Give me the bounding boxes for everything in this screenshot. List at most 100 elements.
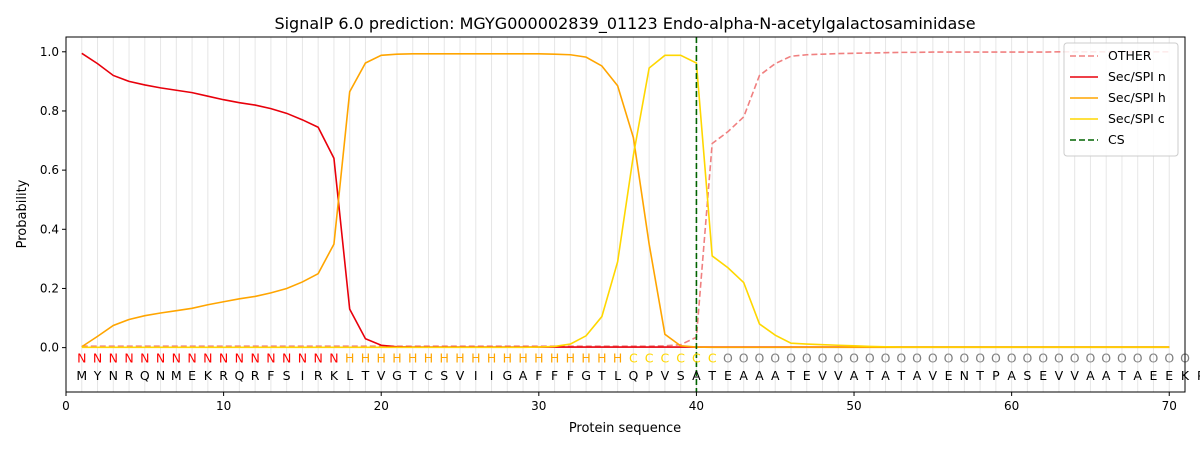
residue-label: F — [567, 368, 574, 383]
region-label: N — [93, 350, 102, 365]
residue-label: M — [171, 368, 182, 383]
residue-label: P — [1197, 368, 1200, 383]
residue-label: F — [267, 368, 274, 383]
y-tick-label: 0.2 — [40, 281, 59, 295]
region-label: N — [282, 350, 291, 365]
region-label: O — [881, 350, 891, 365]
region-label: O — [959, 350, 969, 365]
residue-label: M — [76, 368, 87, 383]
residue-label: A — [913, 368, 922, 383]
region-label: O — [818, 350, 828, 365]
region-label: H — [503, 350, 512, 365]
residue-label: Q — [628, 368, 638, 383]
x-tick-label: 20 — [374, 399, 389, 413]
y-tick-label: 0.8 — [40, 104, 59, 118]
region-label: H — [392, 350, 401, 365]
residue-label: V — [1070, 368, 1079, 383]
region-label: N — [156, 350, 165, 365]
legend-label: Sec/SPI c — [1108, 111, 1165, 126]
legend-label: OTHER — [1108, 48, 1152, 63]
region-label: N — [124, 350, 133, 365]
sequence-annotation: NMNYNNNRNQNNNMNENKNRNQNRNFNSNINRNKHLHTHV… — [76, 350, 1200, 383]
residue-label: P — [645, 368, 653, 383]
residue-label: E — [945, 368, 953, 383]
residue-label: R — [219, 368, 228, 383]
residue-label: A — [771, 368, 780, 383]
region-label: N — [187, 350, 196, 365]
region-label: O — [849, 350, 859, 365]
y-tick-label: 1.0 — [40, 45, 59, 59]
x-tick-label: 70 — [1162, 399, 1177, 413]
region-label: H — [534, 350, 543, 365]
residue-label: S — [677, 368, 685, 383]
region-label: H — [566, 350, 575, 365]
residue-label: V — [929, 368, 938, 383]
region-label: C — [645, 350, 654, 365]
y-tick-label: 0.4 — [40, 222, 59, 236]
residue-label: E — [724, 368, 732, 383]
legend-box — [1063, 42, 1179, 157]
residue-label: T — [786, 368, 795, 383]
y-tick-label: 0.6 — [40, 163, 59, 177]
residue-label: T — [865, 368, 874, 383]
residue-label: R — [314, 368, 323, 383]
residue-label: A — [519, 368, 528, 383]
residue-label: Q — [140, 368, 150, 383]
residue-label: K — [330, 368, 339, 383]
x-tick-label: 30 — [531, 399, 546, 413]
plot-frame — [65, 36, 1186, 393]
region-label: H — [377, 350, 386, 365]
residue-label: R — [251, 368, 260, 383]
region-label: N — [250, 350, 259, 365]
region-label: O — [865, 350, 875, 365]
residue-label: V — [377, 368, 386, 383]
residue-label: S — [1023, 368, 1031, 383]
region-label: O — [991, 350, 1001, 365]
residue-label: T — [975, 368, 984, 383]
residue-label: E — [803, 368, 811, 383]
region-label: N — [266, 350, 275, 365]
series-line-3 — [81, 54, 1170, 349]
region-label: N — [329, 350, 338, 365]
region-label: N — [77, 350, 86, 365]
region-label: H — [440, 350, 449, 365]
residue-label: Y — [93, 368, 102, 383]
residue-label: T — [597, 368, 606, 383]
residue-label: P — [992, 368, 1000, 383]
region-label: H — [408, 350, 417, 365]
region-label: O — [739, 350, 749, 365]
region-label: N — [172, 350, 181, 365]
region-label: O — [928, 350, 938, 365]
residue-label: G — [502, 368, 512, 383]
x-tick-label: 0 — [62, 399, 70, 413]
region-label: O — [912, 350, 922, 365]
chart-title: SignalP 6.0 prediction: MGYG000002839_01… — [274, 14, 975, 34]
region-label: O — [770, 350, 780, 365]
residue-label: A — [1133, 368, 1142, 383]
region-label: O — [786, 350, 796, 365]
residue-label: A — [850, 368, 859, 383]
region-label: O — [975, 350, 985, 365]
region-label: O — [1164, 350, 1174, 365]
residue-label: A — [1086, 368, 1095, 383]
region-label: H — [424, 350, 433, 365]
region-label: O — [1054, 350, 1064, 365]
region-label: H — [361, 350, 370, 365]
residue-label: R — [125, 368, 134, 383]
residue-label: I — [490, 368, 494, 383]
region-label: H — [597, 350, 606, 365]
residue-label: A — [755, 368, 764, 383]
x-tick-label: 40 — [689, 399, 704, 413]
residue-label: E — [1039, 368, 1047, 383]
region-label: O — [1086, 350, 1096, 365]
axis-ticks: 0 10 20 30 40 50 60 70 0.0 0.2 0.4 0.6 0.8 1.0 — [40, 45, 1177, 413]
residue-label: N — [960, 368, 969, 383]
residue-label: L — [346, 368, 353, 383]
region-label: O — [944, 350, 954, 365]
region-label: O — [1133, 350, 1143, 365]
residue-label: V — [1055, 368, 1064, 383]
legend-label: Sec/SPI n — [1108, 69, 1166, 84]
series-line-0 — [81, 50, 1170, 347]
region-label: N — [219, 350, 228, 365]
residue-label: S — [440, 368, 448, 383]
